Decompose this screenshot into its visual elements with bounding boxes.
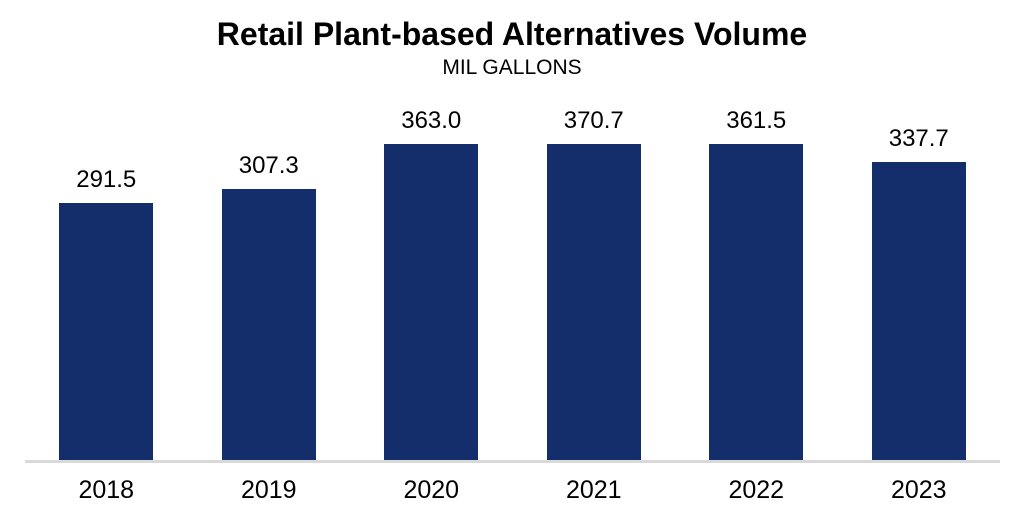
bar [221, 188, 316, 460]
bar-value-label: 363.0 [401, 106, 462, 134]
chart-subtitle: MIL GALLONS [442, 55, 582, 79]
x-tick-label: 2022 [728, 475, 785, 504]
bar-slot-2021: 370.7 [513, 107, 676, 460]
bar [59, 202, 154, 460]
bar-value-label: 307.3 [238, 151, 299, 179]
bar [384, 143, 479, 460]
x-tick-label: 2023 [890, 475, 947, 504]
x-tick-label: 2018 [78, 475, 135, 504]
chart-title: Retail Plant-based Alternatives Volume [216, 16, 808, 52]
bar-slot-2020: 363.0 [350, 107, 513, 460]
x-tick-label: 2019 [240, 475, 297, 504]
bar-slot-2019: 307.3 [188, 107, 351, 460]
bar-value-label: 370.7 [563, 106, 624, 134]
x-axis-labels: 2018 2019 2020 2021 2022 2023 [25, 463, 1000, 505]
bar [546, 143, 641, 460]
bar [871, 161, 966, 460]
chart-header: Retail Plant-based Alternatives Volume M… [0, 0, 1024, 80]
plot-area: 291.5 307.3 363.0 370.7 361.5 337.7 [25, 107, 1000, 460]
bar-value-label: 337.7 [888, 124, 949, 152]
x-tick-label: 2021 [565, 475, 622, 504]
bar-slot-2023: 337.7 [838, 107, 1001, 460]
bar-slot-2018: 291.5 [25, 107, 188, 460]
bar-value-label: 361.5 [726, 106, 787, 134]
x-tick-label: 2020 [403, 475, 460, 504]
x-axis-line [25, 459, 1000, 463]
bar [709, 143, 804, 460]
bar-slot-2022: 361.5 [675, 107, 838, 460]
bar-value-label: 291.5 [76, 165, 137, 193]
